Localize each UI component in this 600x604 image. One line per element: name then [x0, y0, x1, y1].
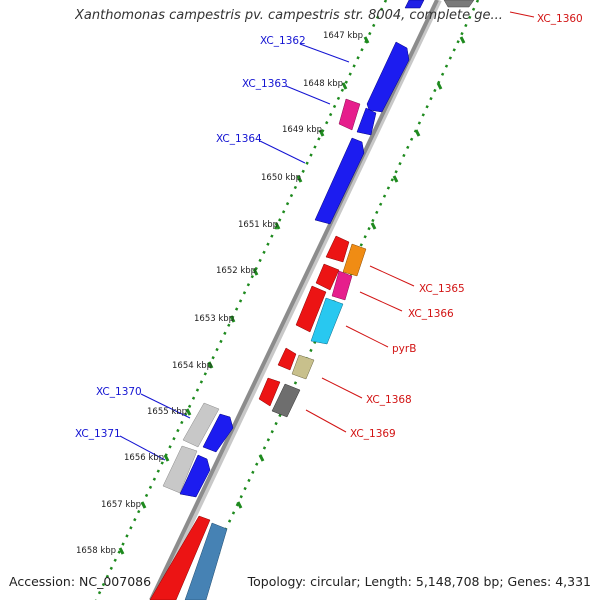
gene-xc1371b[interactable] [179, 454, 211, 498]
tick-mark [140, 501, 147, 509]
gene-xc1364[interactable] [314, 137, 365, 225]
leader-xc1364 [259, 140, 306, 164]
gene-xc1369[interactable] [271, 383, 301, 418]
gene-pyrb[interactable] [310, 297, 344, 345]
leader-xc1368 [321, 377, 363, 399]
gene-label-xc1368[interactable]: XC_1368 [366, 394, 412, 406]
gene-label-xc1364[interactable]: XC_1364 [216, 133, 262, 145]
scale-label: 1658 kbp [76, 546, 116, 556]
gene-khaki[interactable] [291, 354, 315, 380]
gene-red-2[interactable] [315, 263, 340, 291]
gene-xc1368[interactable] [258, 377, 281, 407]
scale-label: 1649 kbp [282, 125, 322, 135]
scale-label: 1652 kbp [216, 266, 256, 276]
gene-xc1370b[interactable] [202, 413, 234, 453]
tick-mark [163, 454, 170, 462]
leader-xc1370 [140, 393, 191, 419]
tick-mark [236, 501, 243, 509]
leader-xc1366 [359, 291, 403, 312]
backbone [149, 0, 439, 601]
tick-mark [118, 547, 125, 555]
leader-xc1369 [305, 409, 347, 433]
leader-xc1363 [285, 85, 331, 105]
gene-label-xc1369[interactable]: XC_1369 [350, 428, 396, 440]
leader-xc1360 [509, 11, 535, 18]
gene-label-xc1362[interactable]: XC_1362 [260, 35, 306, 47]
scale-label: 1657 kbp [101, 500, 141, 510]
tick-mark [207, 361, 214, 369]
gene-xc1361-top[interactable] [404, 0, 425, 9]
gene-label-xc1365[interactable]: XC_1365 [419, 283, 465, 295]
gene-label-xc1370[interactable]: XC_1370 [96, 386, 142, 398]
scale-label: 1648 kbp [303, 79, 343, 89]
scale-label: 1653 kbp [194, 314, 234, 324]
gene-xc1363[interactable] [338, 98, 361, 131]
tick-mark [229, 315, 236, 323]
gene-red-1[interactable] [325, 235, 350, 263]
tick-mark [258, 454, 265, 462]
topology-summary: Topology: circular; Length: 5,148,708 bp… [247, 574, 591, 589]
tick-mark [459, 36, 466, 44]
gene-xc1360[interactable] [443, 0, 475, 8]
leader-pyrb [345, 325, 389, 348]
gene-label-pyrb[interactable]: pyrB [392, 343, 416, 355]
gene-red-3[interactable] [295, 285, 327, 333]
gene-xc1371[interactable] [162, 445, 198, 494]
tick-track-left [94, 0, 388, 601]
gene-red-4[interactable] [277, 347, 297, 371]
tick-mark [252, 268, 259, 276]
scale-label: 1647 kbp [323, 31, 363, 41]
gene-xc1363b[interactable] [356, 107, 377, 136]
gene-label-xc1363[interactable]: XC_1363 [242, 78, 288, 90]
tick-mark [392, 175, 399, 183]
gene-label-xc1360[interactable]: XC_1360 [537, 13, 583, 25]
leader-xc1371 [119, 435, 166, 461]
tick-mark [185, 408, 192, 416]
gene-label-xc1371[interactable]: XC_1371 [75, 428, 121, 440]
scale-label: 1656 kbp [124, 453, 164, 463]
gene-xc1366[interactable] [331, 270, 353, 301]
tick-mark [318, 129, 325, 137]
gene-xc1370[interactable] [182, 402, 220, 448]
tick-mark [370, 222, 377, 230]
scale-label: 1654 kbp [172, 361, 212, 371]
scale-label: 1650 kbp [261, 173, 301, 183]
tick-mark [341, 82, 348, 90]
leader-xc1365 [369, 265, 415, 287]
tick-mark [363, 36, 370, 44]
gene-label-xc1366[interactable]: XC_1366 [408, 308, 454, 320]
scale-label: 1651 kbp [238, 220, 278, 230]
tick-mark [414, 129, 421, 137]
leader-xc1362 [299, 43, 350, 63]
tick-mark [274, 222, 281, 230]
tick-track-right [190, 0, 480, 601]
tick-mark [296, 175, 303, 183]
map-title: Xanthomonas campestris pv. campestris st… [75, 8, 503, 23]
gene-xc1365[interactable] [342, 243, 367, 277]
accession-text: Accession: NC_007086 [9, 574, 152, 589]
tick-mark [436, 82, 443, 90]
scale-label: 1655 kbp [147, 407, 187, 417]
